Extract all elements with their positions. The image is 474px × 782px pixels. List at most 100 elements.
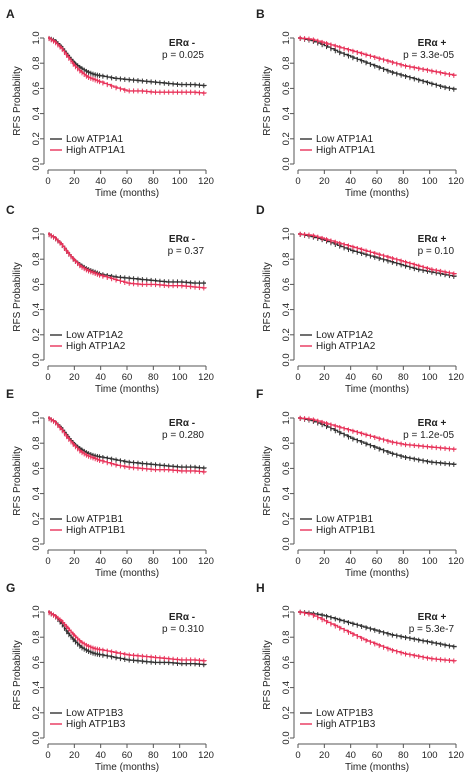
legend-label: Low ATP1A1 — [316, 134, 374, 145]
legend-label: Low ATP1A2 — [66, 330, 124, 341]
km-panel-e: E 0.0 0.2 0.4 0.6 0.8 1.0 0 20 40 60 80 100 120 Time (… — [6, 387, 214, 579]
y-tick-label: 0.4 — [281, 107, 292, 120]
legend-label: High ATP1B3 — [316, 719, 376, 730]
x-axis-label: Time (months) — [345, 568, 409, 579]
y-tick-label: 0.4 — [31, 681, 42, 694]
x-tick-label: 80 — [398, 372, 409, 383]
y-axis-label: RFS Probability — [262, 66, 273, 135]
y-tick-label: 0.2 — [281, 132, 292, 145]
legend-label: Low ATP1B1 — [316, 514, 374, 525]
y-tick-label: 0.4 — [31, 487, 42, 500]
x-tick-label: 0 — [45, 372, 50, 383]
km-curve-high — [298, 611, 457, 662]
y-tick-label: 0.2 — [31, 706, 42, 719]
legend-label: Low ATP1A1 — [66, 134, 124, 145]
y-tick-label: 0.8 — [281, 57, 292, 70]
x-tick-label: 100 — [422, 372, 438, 383]
y-tick-label: 1.0 — [281, 411, 292, 424]
legend-label: High ATP1B1 — [66, 525, 126, 536]
er-status-label: ERα - — [169, 418, 195, 429]
panel-letter: C — [6, 203, 15, 217]
panel-letter: F — [256, 387, 263, 401]
x-tick-label: 80 — [148, 372, 159, 383]
y-tick-label: 0.2 — [31, 512, 42, 525]
y-tick-label: 0.0 — [31, 537, 42, 550]
y-tick-label: 0.6 — [31, 278, 42, 291]
panel-letter: D — [256, 203, 265, 217]
km-curve-high — [298, 417, 457, 450]
legend-label: High ATP1A2 — [316, 341, 376, 352]
y-tick-label: 1.0 — [31, 227, 42, 240]
p-value-label: p = 0.37 — [168, 246, 205, 257]
y-axis-label: RFS Probability — [12, 446, 23, 515]
legend-label: Low ATP1B3 — [66, 708, 124, 719]
x-tick-label: 40 — [345, 176, 356, 187]
x-tick-label: 0 — [45, 750, 50, 761]
y-tick-label: 0.6 — [31, 462, 42, 475]
p-value-label: p = 3.3e-05 — [403, 50, 454, 61]
y-tick-label: 0.6 — [281, 278, 292, 291]
x-tick-label: 60 — [122, 556, 133, 567]
x-tick-label: 20 — [319, 176, 330, 187]
x-tick-label: 120 — [198, 556, 214, 567]
y-tick-label: 0.6 — [31, 656, 42, 669]
legend-label: Low ATP1B1 — [66, 514, 124, 525]
er-status-label: ERα - — [169, 234, 195, 245]
x-tick-label: 0 — [295, 176, 300, 187]
x-tick-label: 80 — [148, 750, 159, 761]
x-tick-label: 20 — [319, 556, 330, 567]
x-tick-label: 60 — [122, 750, 133, 761]
y-tick-label: 0.6 — [281, 462, 292, 475]
y-tick-label: 0.2 — [31, 132, 42, 145]
km-curve-low — [48, 417, 207, 469]
panel-letter: B — [256, 7, 265, 21]
y-tick-label: 0.8 — [31, 437, 42, 450]
y-tick-label: 0.4 — [31, 107, 42, 120]
y-axis-label: RFS Probability — [12, 66, 23, 135]
y-tick-label: 1.0 — [31, 411, 42, 424]
x-tick-label: 120 — [198, 750, 214, 761]
km-panel-b: B 0.0 0.2 0.4 0.6 0.8 1.0 0 20 40 60 80 100 120 Time (… — [256, 7, 464, 199]
x-tick-label: 120 — [198, 176, 214, 187]
km-curve-low — [298, 417, 457, 465]
p-value-label: p = 0.310 — [162, 624, 204, 635]
km-panel-a: A 0.0 0.2 0.4 0.6 0.8 1.0 0 20 40 60 80 100 120 Time (… — [6, 7, 214, 199]
er-status-label: ERα + — [418, 38, 447, 49]
x-axis-label: Time (months) — [95, 762, 159, 773]
y-tick-label: 1.0 — [31, 605, 42, 618]
y-tick-label: 0.4 — [281, 487, 292, 500]
er-status-label: ERα - — [169, 38, 195, 49]
km-curve-low — [48, 37, 207, 87]
x-tick-label: 60 — [372, 372, 383, 383]
x-tick-label: 80 — [398, 750, 409, 761]
y-tick-label: 0.0 — [31, 353, 42, 366]
x-tick-label: 0 — [45, 176, 50, 187]
y-tick-label: 0.0 — [281, 731, 292, 744]
er-status-label: ERα - — [169, 612, 195, 623]
y-axis-label: RFS Probability — [12, 640, 23, 709]
y-tick-label: 0.2 — [281, 512, 292, 525]
x-tick-label: 60 — [122, 176, 133, 187]
p-value-label: p = 0.280 — [162, 430, 204, 441]
y-tick-label: 1.0 — [31, 31, 42, 44]
panel-letter: G — [6, 581, 15, 595]
x-tick-label: 20 — [69, 372, 80, 383]
y-tick-label: 0.8 — [31, 631, 42, 644]
y-tick-label: 0.2 — [281, 706, 292, 719]
y-tick-label: 0.0 — [281, 353, 292, 366]
legend-label: High ATP1B3 — [66, 719, 126, 730]
y-tick-label: 0.2 — [31, 328, 42, 341]
er-status-label: ERα + — [418, 612, 447, 623]
km-panel-f: F 0.0 0.2 0.4 0.6 0.8 1.0 0 20 40 60 80 100 120 Time (… — [256, 387, 464, 579]
x-tick-label: 100 — [172, 750, 188, 761]
y-tick-label: 0.0 — [31, 157, 42, 170]
x-tick-label: 120 — [448, 750, 464, 761]
x-tick-label: 120 — [198, 372, 214, 383]
x-tick-label: 40 — [95, 372, 106, 383]
km-curve-low — [298, 37, 457, 90]
x-axis-label: Time (months) — [345, 188, 409, 199]
x-tick-label: 120 — [448, 556, 464, 567]
p-value-label: p = 1.2e-05 — [403, 430, 454, 441]
y-tick-label: 0.6 — [31, 82, 42, 95]
p-value-label: p = 5.3e-7 — [409, 624, 455, 635]
